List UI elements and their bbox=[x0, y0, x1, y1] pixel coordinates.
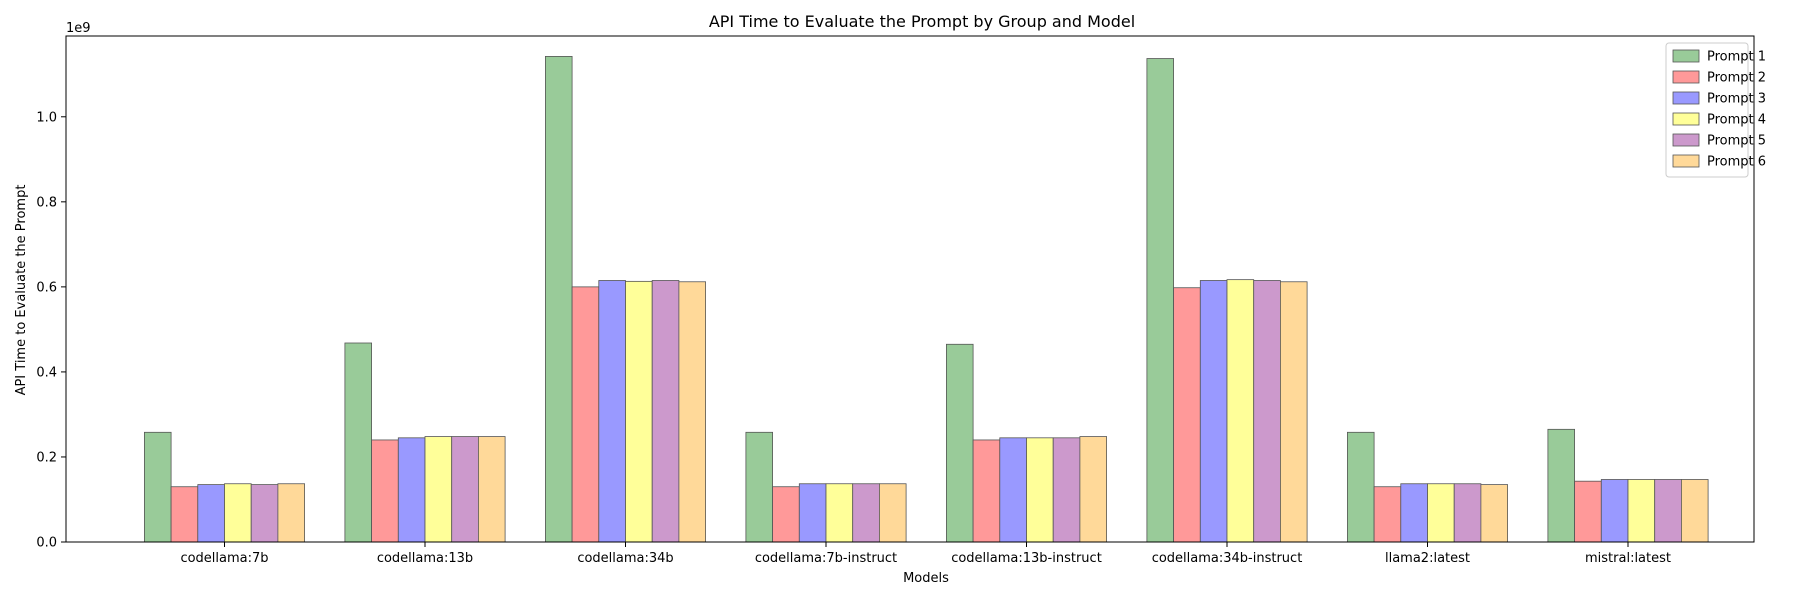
legend: Prompt 1 Prompt 2 Prompt 3 Prompt 4 Prompt 5… bbox=[1665, 42, 1766, 178]
legend-label: Prompt 4 bbox=[1707, 113, 1766, 128]
bar-3-1 bbox=[197, 484, 225, 543]
y-tick-label: 0.2 bbox=[36, 450, 57, 465]
legend-swatch bbox=[1672, 91, 1700, 105]
axes-layer: 0.0 0.2 0.4 0.6 0.8 1.0 codellama:7b codellama:… bbox=[36, 35, 1755, 566]
bar-3-2 bbox=[397, 437, 426, 543]
legend-label: Prompt 2 bbox=[1707, 71, 1766, 86]
x-tick-label: codellama:7b-instruct bbox=[755, 551, 897, 566]
bar-6-1 bbox=[277, 483, 305, 543]
bar-3-3 bbox=[598, 280, 626, 543]
bar-2-7 bbox=[1373, 486, 1402, 543]
y-axis-label: API Time to Evaluate the Prompt bbox=[14, 185, 29, 396]
bar-1-5 bbox=[946, 343, 974, 543]
bar-2-1 bbox=[170, 486, 199, 543]
bar-2-4 bbox=[772, 486, 800, 543]
bar-5-1 bbox=[250, 484, 279, 543]
bar-1-2 bbox=[344, 342, 372, 543]
bar-1-3 bbox=[545, 56, 573, 543]
bar-4-1 bbox=[224, 483, 252, 543]
bar-2-5 bbox=[972, 439, 1001, 543]
bar-2-6 bbox=[1173, 287, 1201, 543]
x-tick-label: codellama:34b-instruct bbox=[1152, 551, 1303, 566]
legend-swatch bbox=[1672, 70, 1700, 84]
bar-6-5 bbox=[1079, 436, 1108, 543]
bar-2-8 bbox=[1574, 480, 1602, 543]
bar-2-3 bbox=[571, 286, 600, 543]
y-tick-label: 0.6 bbox=[36, 280, 57, 295]
bar-4-5 bbox=[1026, 437, 1054, 543]
legend-swatch bbox=[1672, 154, 1700, 168]
bars-layer bbox=[143, 56, 1709, 543]
bar-6-8 bbox=[1681, 479, 1709, 543]
legend-label: Prompt 3 bbox=[1707, 92, 1766, 107]
legend-swatch bbox=[1672, 112, 1700, 126]
bar-4-3 bbox=[625, 280, 653, 543]
x-tick-label: codellama:34b bbox=[577, 551, 673, 566]
x-axis-label: Models bbox=[903, 571, 949, 586]
bar-5-2 bbox=[451, 436, 479, 543]
y-offset-label: 1e9 bbox=[66, 21, 91, 36]
bar-6-7 bbox=[1480, 484, 1509, 543]
x-tick-label: codellama:7b bbox=[180, 551, 268, 566]
bar-5-7 bbox=[1453, 483, 1482, 543]
bar-3-4 bbox=[798, 483, 827, 543]
y-tick-label: 0.8 bbox=[36, 195, 57, 210]
x-tick-label: llama2:latest bbox=[1385, 551, 1470, 566]
bar-3-5 bbox=[999, 437, 1027, 543]
bar-4-7 bbox=[1427, 483, 1455, 543]
legend-swatch bbox=[1672, 49, 1700, 63]
bar-4-4 bbox=[825, 483, 854, 543]
bar-5-5 bbox=[1052, 437, 1081, 543]
bar-5-6 bbox=[1253, 280, 1281, 543]
bar-4-2 bbox=[424, 436, 453, 543]
y-tick-label: 0.4 bbox=[36, 365, 57, 380]
x-tick-label: mistral:latest bbox=[1585, 551, 1671, 566]
bar-4-8 bbox=[1627, 479, 1656, 543]
bar-3-8 bbox=[1600, 479, 1629, 543]
bar-4-6 bbox=[1226, 279, 1255, 543]
bar-6-2 bbox=[477, 436, 506, 543]
x-tick-label: codellama:13b bbox=[377, 551, 473, 566]
bar-1-6 bbox=[1146, 58, 1175, 543]
legend-label: Prompt 1 bbox=[1707, 50, 1766, 65]
bar-5-4 bbox=[852, 483, 880, 543]
legend-label: Prompt 6 bbox=[1707, 155, 1766, 170]
x-tick-label: codellama:13b-instruct bbox=[951, 551, 1102, 566]
legend-swatch bbox=[1672, 133, 1700, 147]
bar-2-2 bbox=[371, 439, 399, 543]
bar-6-3 bbox=[678, 281, 707, 543]
y-tick-label: 0.0 bbox=[36, 536, 57, 551]
bar-6-6 bbox=[1280, 281, 1308, 543]
bar-3-7 bbox=[1400, 483, 1428, 543]
bar-1-8 bbox=[1547, 428, 1576, 543]
bar-1-4 bbox=[745, 431, 774, 543]
plot-frame bbox=[65, 35, 1755, 543]
bar-6-4 bbox=[879, 483, 907, 543]
chart-title: API Time to Evaluate the Prompt by Group… bbox=[709, 12, 1135, 31]
bar-1-1 bbox=[143, 431, 172, 543]
bar-5-8 bbox=[1654, 479, 1682, 543]
legend-label: Prompt 5 bbox=[1707, 134, 1766, 149]
bar-1-7 bbox=[1347, 431, 1375, 543]
y-tick-label: 1.0 bbox=[36, 110, 57, 125]
bar-5-3 bbox=[651, 280, 680, 543]
bar-3-6 bbox=[1199, 280, 1228, 543]
